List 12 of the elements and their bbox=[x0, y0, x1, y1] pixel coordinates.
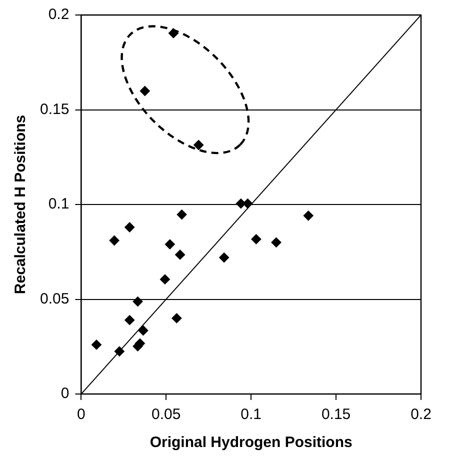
x-tick-label: 0.05 bbox=[152, 406, 181, 424]
x-axis-title: Original Hydrogen Positions bbox=[150, 434, 352, 452]
x-tick-label: 0.2 bbox=[410, 406, 432, 424]
x-tick-label: 0 bbox=[77, 406, 86, 424]
y-tick-label: 0.15 bbox=[40, 100, 70, 118]
y-tick-label: 0.05 bbox=[40, 290, 70, 308]
y-axis-title: Recalculated H Positions bbox=[12, 114, 30, 294]
x-tick-label: 0.1 bbox=[240, 406, 262, 424]
x-tick-label: 0.15 bbox=[321, 406, 351, 424]
y-tick-label: 0 bbox=[60, 385, 70, 402]
y-tick-label: 0.1 bbox=[48, 196, 70, 213]
y-tick-label: 0.2 bbox=[48, 6, 70, 24]
